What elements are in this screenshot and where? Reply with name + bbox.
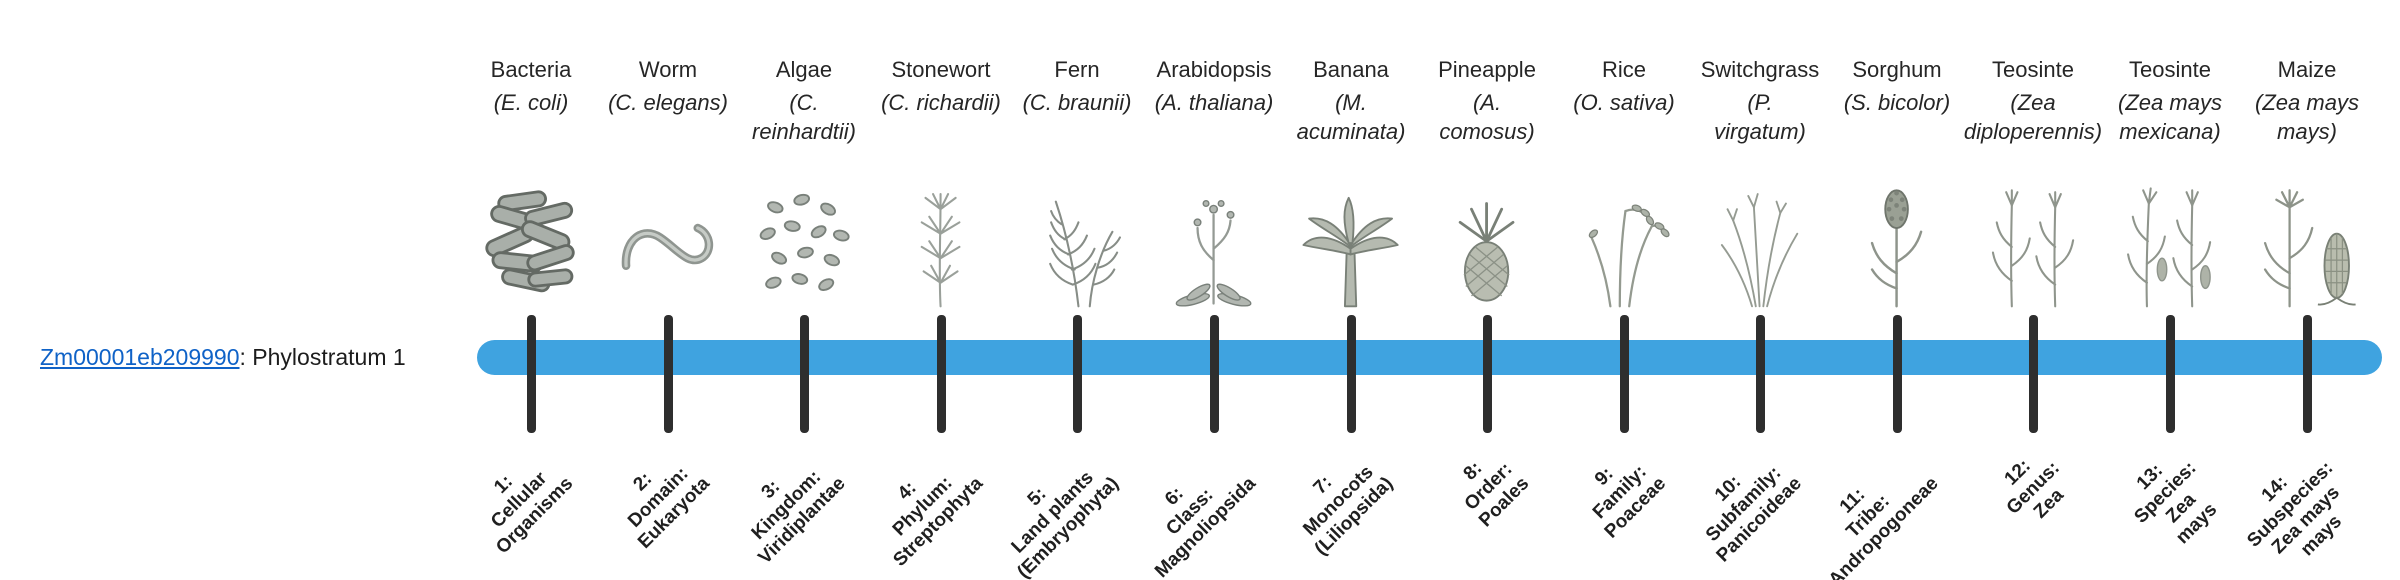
scientific-name: (C. richardii): [881, 90, 1001, 115]
scientific-name: (E. coli): [493, 90, 569, 115]
organism-name: Banana: [1313, 57, 1389, 82]
organism-name: Worm: [638, 57, 698, 82]
teosinte-diploperennis-icon: [1953, 171, 2113, 311]
stratum-label: 7: Monocots (Liliopsida): [1299, 461, 1397, 560]
organism-column-algae: Algae (C. reinhardtii) 3: Kingdom: Virid…: [724, 56, 884, 580]
tick-mark: [1892, 315, 1902, 433]
tick-mark: [2028, 315, 2038, 433]
gene-phylostratum-label: Zm00001eb209990: Phylostratum 1: [40, 344, 406, 371]
organism-name: Teosinte: [2129, 57, 2211, 82]
tick-mark: [799, 315, 809, 433]
tick-mark: [1482, 315, 1492, 433]
organism-column-arabidopsis: Arabidopsis (A. thaliana) 6:: [1134, 56, 1294, 580]
tick-mark: [1072, 315, 1082, 433]
organism-column-banana: Banana (M. acuminata) 7: Monocots (Lilio…: [1271, 56, 1431, 580]
tick-mark: [936, 315, 946, 433]
phylostratum-text: : Phylostratum 1: [239, 344, 406, 370]
organism-name: Stonewort: [891, 57, 991, 82]
organism-name: Teosinte: [1992, 57, 2074, 82]
scientific-name: (C. braunii): [1022, 90, 1132, 115]
organism-column-teosinte-diploperennis: Teosinte (Zea diploperennis) 12: Genus: …: [1953, 56, 2113, 580]
scientific-name: (Zea diploperennis): [1963, 90, 2103, 144]
stratum-label: 9: Family: Poaceae: [1588, 461, 1670, 543]
organism-column-sorghum: Sorghum (S. bicolor) 11: Tribe: Andropog…: [1817, 56, 1977, 580]
fern-icon: [997, 171, 1157, 311]
stratum-label: 12: Genus: Zea: [2000, 455, 2068, 523]
switchgrass-icon: [1680, 171, 1840, 311]
scientific-name: (Zea mays mays): [2255, 90, 2359, 144]
organism-name: Pineapple: [1438, 57, 1536, 82]
scientific-name: (Zea mays mexicana): [2118, 90, 2222, 144]
organism-name: Algae: [775, 57, 833, 82]
stratum-label: 11: Tribe: Andropogoneae: [1825, 473, 1943, 580]
stratum-label: 6: Class: Magnoliopsida: [1151, 473, 1260, 580]
scientific-name: (C. elegans): [608, 90, 728, 115]
organism-column-fern: Fern (C. braunii) 5: Land plants (Embryo…: [997, 56, 1157, 580]
rice-icon: [1544, 171, 1704, 311]
organism-name: Maize: [2277, 57, 2337, 82]
scientific-name: (M. acuminata): [1296, 90, 1406, 144]
organism-column-maize: Maize (Zea mays mays) 14: Subspecies: Ze…: [2227, 56, 2387, 580]
organism-column-bacteria: Bacteria (E. coli) 1: Cellular Organisms: [451, 56, 611, 580]
tick-mark: [663, 315, 673, 433]
organism-name: Arabidopsis: [1156, 57, 1272, 82]
stratum-label: 14: Subspecies: Zea mays mays: [2243, 457, 2347, 561]
organism-name: Bacteria: [490, 57, 572, 82]
tick-mark: [2165, 315, 2175, 433]
scientific-name: (A. thaliana): [1154, 90, 1274, 115]
teosinte-mexicana-icon: [2090, 171, 2250, 311]
organism-name: Rice: [1601, 57, 1646, 82]
tick-mark: [1346, 315, 1356, 433]
organism-name: Sorghum: [1852, 57, 1942, 82]
tick-mark: [1619, 315, 1629, 433]
tick-mark: [526, 315, 536, 433]
stratum-label: 2: Domain: Eukaryota: [624, 463, 714, 553]
phylostratum-bar: [477, 340, 2382, 375]
organism-column-rice: Rice (O. sativa): [1544, 56, 1704, 580]
stonewort-icon: [861, 171, 1021, 311]
scientific-name: (P. virgatum): [1714, 90, 1806, 144]
scientific-name: (S. bicolor): [1843, 90, 1951, 115]
organism-column-switchgrass: Switchgrass (P. virgatum) 10: Subfamily:…: [1680, 56, 1840, 580]
arabidopsis-icon: [1134, 171, 1294, 311]
sorghum-icon: [1817, 171, 1977, 311]
scientific-name: (A. comosus): [1439, 90, 1535, 144]
tick-mark: [1755, 315, 1765, 433]
organism-name: Switchgrass: [1700, 57, 1820, 82]
banana-icon: [1271, 171, 1431, 311]
organism-column-stonewort: Stonewort (C. richardii) 4: Phylum: Stre…: [861, 56, 1021, 580]
bacteria-icon: [451, 171, 611, 311]
stratum-label: 8: Order: Poales: [1459, 457, 1533, 532]
stratum-label: 10: Subfamily: Panicoideae: [1702, 462, 1806, 567]
stratum-label: 3: Kingdom: Viridiplantae: [748, 466, 850, 569]
scientific-name: (O. sativa): [1573, 90, 1675, 115]
tick-mark: [2302, 315, 2312, 433]
organism-column-worm: Worm (C. elegans) 2: Domain: Eukaryota: [588, 56, 748, 580]
maize-icon: [2227, 171, 2387, 311]
organism-name: Fern: [1054, 57, 1100, 82]
organism-column-pineapple: Pineapple (A. comosus) 8: Order: Poales: [1407, 56, 1567, 580]
organism-column-teosinte-mexicana: Teosinte (Zea mays mexicana) 13: Species…: [2090, 56, 2250, 580]
stratum-label: 4: Phylum: Streptophyta: [888, 472, 987, 571]
tick-mark: [1209, 315, 1219, 433]
stratum-label: 5: Land plants (Embryophyta): [1007, 467, 1123, 580]
gene-link[interactable]: Zm00001eb209990: [40, 344, 240, 370]
worm-icon: [588, 171, 748, 311]
algae-icon: [724, 171, 884, 311]
stratum-label: 13: Species: Zea mays: [2130, 457, 2222, 549]
stratum-label: 1: Cellular Organisms: [486, 468, 577, 559]
scientific-name: (C. reinhardtii): [752, 90, 856, 144]
pineapple-icon: [1407, 171, 1567, 311]
